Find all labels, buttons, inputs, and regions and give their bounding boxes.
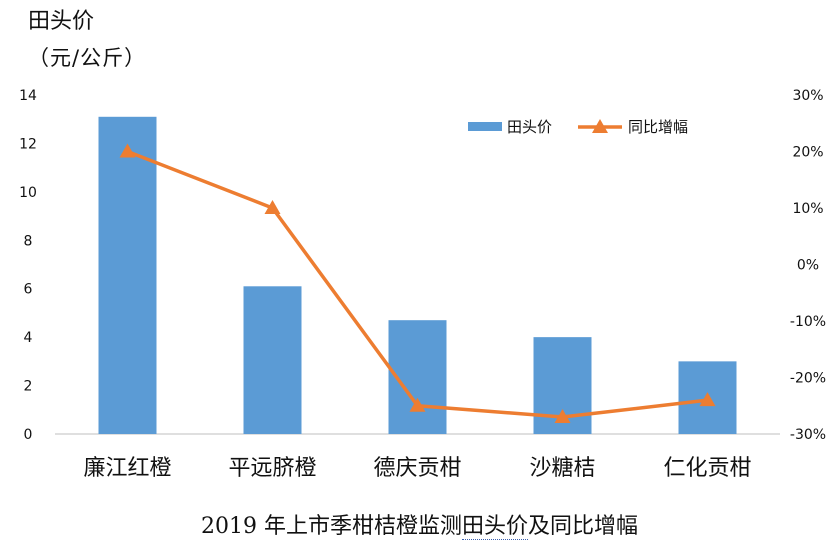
y-axis-label: 田头价 <box>28 9 95 34</box>
legend-swatch-bar <box>468 122 502 131</box>
y-tick-label: 0 <box>24 427 33 443</box>
chart-caption: 2019 年上市季柑桔橙监测田头价及同比增幅 <box>0 508 839 540</box>
x-tick-label: 沙糖桔 <box>529 456 595 481</box>
line-marker <box>409 397 426 412</box>
bar <box>243 286 302 434</box>
x-tick-label: 廉江红橙 <box>83 456 171 481</box>
y2-tick-label: -20% <box>790 371 826 387</box>
line-marker <box>119 143 136 158</box>
caption-text-underlined: 田头价 <box>461 514 528 540</box>
caption-text-before: 2019 年上市季柑桔橙监测 <box>200 514 462 539</box>
combo-chart: 0 2 4 6 8 10 12 14 30% 20% 10% 0% -10% -20% -30% 廉江红橙 平远… <box>19 88 826 481</box>
x-tick-label: 德庆贡柑 <box>373 456 461 481</box>
y2-tick-label: 0% <box>797 258 819 274</box>
line-marker <box>264 200 281 214</box>
y-tick-label: 6 <box>24 282 33 298</box>
line-marker <box>554 409 571 424</box>
legend-label-bar: 田头价 <box>507 118 552 136</box>
y2-tick-label: 20% <box>792 145 823 161</box>
caption-text-after: 及同比增幅 <box>527 514 638 539</box>
y-tick-label: 8 <box>24 233 33 249</box>
y2-tick-label: 30% <box>792 88 823 104</box>
legend-label-line: 同比增幅 <box>628 118 688 136</box>
y2-tick-label: -30% <box>790 427 826 443</box>
y-tick-label: 10 <box>19 185 37 201</box>
y-tick-label: 4 <box>24 330 33 346</box>
y-axis-unit: （元/公斤） <box>28 46 147 70</box>
y-tick-label: 2 <box>24 379 33 395</box>
y2-tick-label: -10% <box>790 314 826 330</box>
y-axis-title: 田头价 （元/公斤） <box>28 4 146 76</box>
x-tick-label: 仁化贡柑 <box>663 456 751 481</box>
y2-tick-label: 10% <box>792 201 823 217</box>
y-tick-label: 14 <box>19 88 37 104</box>
line-marker <box>699 392 716 407</box>
legend-marker-line <box>592 119 608 133</box>
y-tick-label: 12 <box>19 136 37 152</box>
bar <box>98 116 157 435</box>
x-tick-label: 平远脐橙 <box>228 456 316 481</box>
